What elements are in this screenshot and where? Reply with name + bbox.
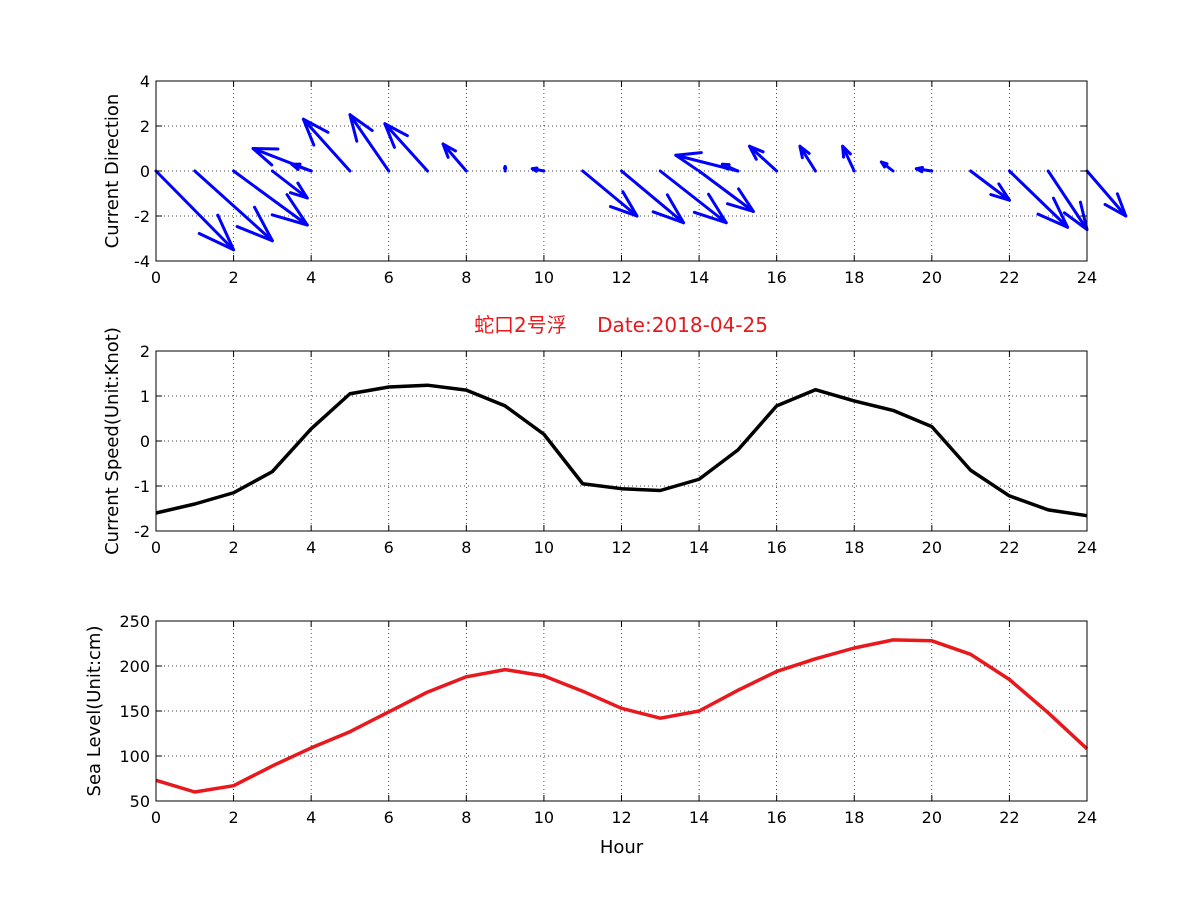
y-tick-label: -4 — [134, 252, 150, 271]
current-arrow — [841, 144, 856, 173]
current-arrow — [1085, 169, 1128, 218]
y-tick-label: 2 — [140, 117, 150, 136]
x-tick-label: 6 — [384, 808, 394, 827]
current-arrow — [620, 169, 686, 225]
x-tick-label: 24 — [1077, 268, 1097, 287]
x-tick-label: 2 — [228, 268, 238, 287]
x-tick-label: 14 — [689, 808, 709, 827]
x-tick-label: 20 — [922, 268, 942, 287]
x-axis-label: Hour — [600, 837, 644, 858]
current-arrow — [658, 169, 728, 225]
x-tick-label: 16 — [766, 808, 786, 827]
x-tick-label: 16 — [766, 538, 786, 557]
x-tick-label: 18 — [844, 808, 864, 827]
current-arrow — [251, 147, 313, 173]
x-tick-label: 22 — [999, 268, 1019, 287]
current-arrow — [503, 165, 508, 173]
current-arrow — [748, 144, 779, 173]
x-tick-label: 20 — [922, 808, 942, 827]
x-tick-label: 8 — [461, 268, 471, 287]
x-tick-label: 6 — [384, 538, 394, 557]
current-arrow — [969, 169, 1011, 202]
x-tick-label: 22 — [999, 808, 1019, 827]
current-arrow — [674, 151, 740, 173]
x-tick-label: 14 — [689, 538, 709, 557]
x-tick-label: 2 — [228, 538, 238, 557]
y-tick-label: 200 — [119, 657, 150, 676]
x-tick-label: 0 — [151, 808, 161, 827]
current-arrow — [154, 169, 236, 252]
current-arrow — [193, 169, 274, 243]
current-arrow — [581, 169, 639, 218]
x-tick-label: 10 — [534, 808, 554, 827]
x-tick-label: 16 — [766, 268, 786, 287]
y-tick-label: 50 — [130, 792, 150, 811]
x-tick-label: 6 — [384, 268, 394, 287]
x-tick-label: 12 — [611, 808, 631, 827]
title-date: Date:2018-04-25 — [597, 313, 768, 337]
current-arrow — [879, 160, 895, 173]
current-arrow — [914, 165, 934, 174]
current-arrow — [383, 122, 430, 173]
x-tick-label: 14 — [689, 268, 709, 287]
y-tick-label: 150 — [119, 702, 150, 721]
x-tick-label: 24 — [1077, 538, 1097, 557]
x-tick-label: 24 — [1077, 808, 1097, 827]
y-tick-label: 100 — [119, 747, 150, 766]
current-arrow — [270, 169, 309, 200]
y-tick-label: 4 — [140, 72, 150, 91]
x-tick-label: 22 — [999, 538, 1019, 557]
x-tick-label: 0 — [151, 268, 161, 287]
series-line — [155, 638, 1089, 794]
y-axis-label: Current Speed(Unit:Knot) — [102, 327, 123, 555]
title-station: 蛇口2号浮 — [474, 313, 567, 337]
y-tick-label: -2 — [134, 522, 150, 541]
current-arrow — [301, 117, 352, 173]
current-arrow — [798, 144, 817, 173]
x-tick-label: 18 — [844, 268, 864, 287]
x-tick-label: 12 — [611, 268, 631, 287]
x-tick-label: 8 — [461, 808, 471, 827]
y-axis-label: Sea Level(Unit:cm) — [84, 626, 105, 797]
current-arrow — [697, 169, 755, 213]
x-tick-label: 8 — [461, 538, 471, 557]
y-tick-label: 2 — [140, 342, 150, 361]
current-arrow — [441, 142, 468, 173]
current-arrow — [232, 169, 309, 227]
chart-title: 蛇口2号浮 Date:2018-04-25 — [474, 313, 768, 337]
x-tick-label: 10 — [534, 268, 554, 287]
y-tick-label: -2 — [134, 207, 150, 226]
x-tick-label: 4 — [306, 808, 316, 827]
x-tick-label: 4 — [306, 538, 316, 557]
x-tick-label: 12 — [611, 538, 631, 557]
current-arrow — [530, 166, 546, 173]
x-tick-label: 4 — [306, 268, 316, 287]
x-tick-label: 10 — [534, 538, 554, 557]
x-tick-label: 2 — [228, 808, 238, 827]
x-tick-label: 0 — [151, 538, 161, 557]
y-tick-label: 1 — [140, 387, 150, 406]
series-line — [155, 383, 1088, 518]
y-tick-label: 0 — [140, 162, 150, 181]
current-arrow — [348, 113, 391, 173]
x-tick-label: 20 — [922, 538, 942, 557]
y-tick-label: -1 — [134, 477, 150, 496]
y-axis-label: Current Direction — [102, 94, 123, 249]
y-tick-label: 250 — [119, 612, 150, 631]
x-tick-label: 18 — [844, 538, 864, 557]
current-arrow — [1007, 169, 1070, 229]
y-tick-label: 0 — [140, 432, 150, 451]
